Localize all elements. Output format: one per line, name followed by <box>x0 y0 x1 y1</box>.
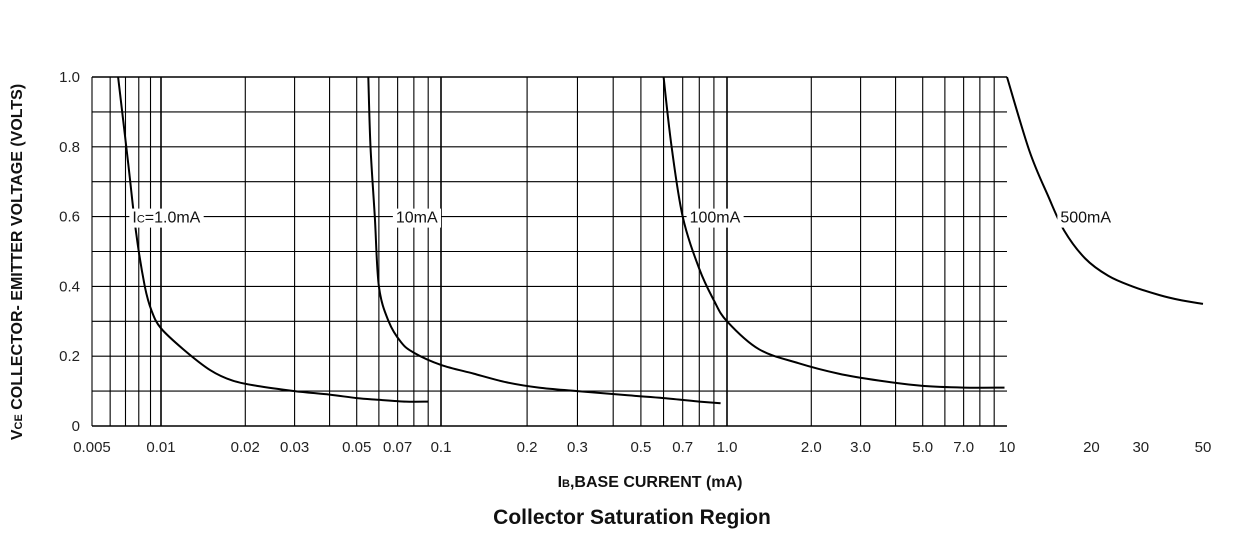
x-tick-label: 0.05 <box>342 439 371 456</box>
x-tick-label: 0.7 <box>672 439 693 456</box>
x-tick-label: 30 <box>1132 439 1149 456</box>
x-tick-label: 20 <box>1083 439 1100 456</box>
curves <box>117 76 1204 405</box>
x-tick-label: 0.005 <box>73 439 111 456</box>
curve-label: 10mA <box>396 210 438 227</box>
curve-label-background <box>686 208 744 228</box>
grid <box>91 76 1007 427</box>
y-tick-labels: 0 0.2 0.4 0.6 0.8 1.0 <box>59 69 80 435</box>
x-tick-label: 3.0 <box>850 439 871 456</box>
chart-title: Collector Saturation Region <box>493 506 771 529</box>
curve-500ma <box>1006 76 1204 305</box>
curve-label: 500mA <box>1060 210 1111 227</box>
y-axis-label: VCE COLLECTOR- EMITTER VOLTAGE (VOLTS) <box>9 84 26 440</box>
x-tick-label: 0.07 <box>383 439 412 456</box>
y-tick-label: 0.8 <box>59 139 80 156</box>
x-tick-label: 0.02 <box>231 439 260 456</box>
curve-label-background <box>392 208 442 228</box>
x-tick-label: 5.0 <box>912 439 933 456</box>
curve-label-background <box>129 208 204 228</box>
x-tick-label: 10 <box>999 439 1016 456</box>
y-tick-label: 1.0 <box>59 69 80 86</box>
x-tick-labels: 0.005 0.01 0.02 0.03 0.05 0.07 0.1 0.2 0.3 0.5 0.7… <box>73 439 1211 456</box>
x-tick-label: 0.03 <box>280 439 309 456</box>
curve-label: 100mA <box>690 210 741 227</box>
curve-10ma <box>367 76 721 405</box>
x-axis-label: IB,BASE CURRENT (mA) <box>558 474 743 491</box>
curve-ic-1-0ma <box>117 76 429 403</box>
x-tick-label: 50 <box>1195 439 1212 456</box>
y-tick-label: 0.6 <box>59 209 80 226</box>
curve-label-group: 100mA <box>686 208 744 228</box>
curve-label-group: 10mA <box>392 208 442 228</box>
y-tick-label: 0 <box>72 418 80 435</box>
y-tick-label: 0.2 <box>59 348 80 365</box>
curve-label-group: IC=1.0mA <box>129 208 204 228</box>
y-tick-label: 0.4 <box>59 278 80 295</box>
curve-label-background <box>1057 208 1115 228</box>
curve-label: IC=1.0mA <box>132 210 200 227</box>
x-tick-label: 0.1 <box>431 439 452 456</box>
x-tick-label: 0.5 <box>630 439 651 456</box>
curve-labels: IC=1.0mA 10mA 100mA 500mA <box>129 208 1115 228</box>
x-tick-label: 0.01 <box>146 439 175 456</box>
x-tick-label: 1.0 <box>717 439 738 456</box>
x-tick-label: 0.3 <box>567 439 588 456</box>
x-tick-label: 2.0 <box>801 439 822 456</box>
x-tick-label: 0.2 <box>517 439 538 456</box>
curve-label-group: 500mA <box>1057 208 1115 228</box>
x-tick-label: 7.0 <box>953 439 974 456</box>
curve-100ma <box>662 76 1005 389</box>
